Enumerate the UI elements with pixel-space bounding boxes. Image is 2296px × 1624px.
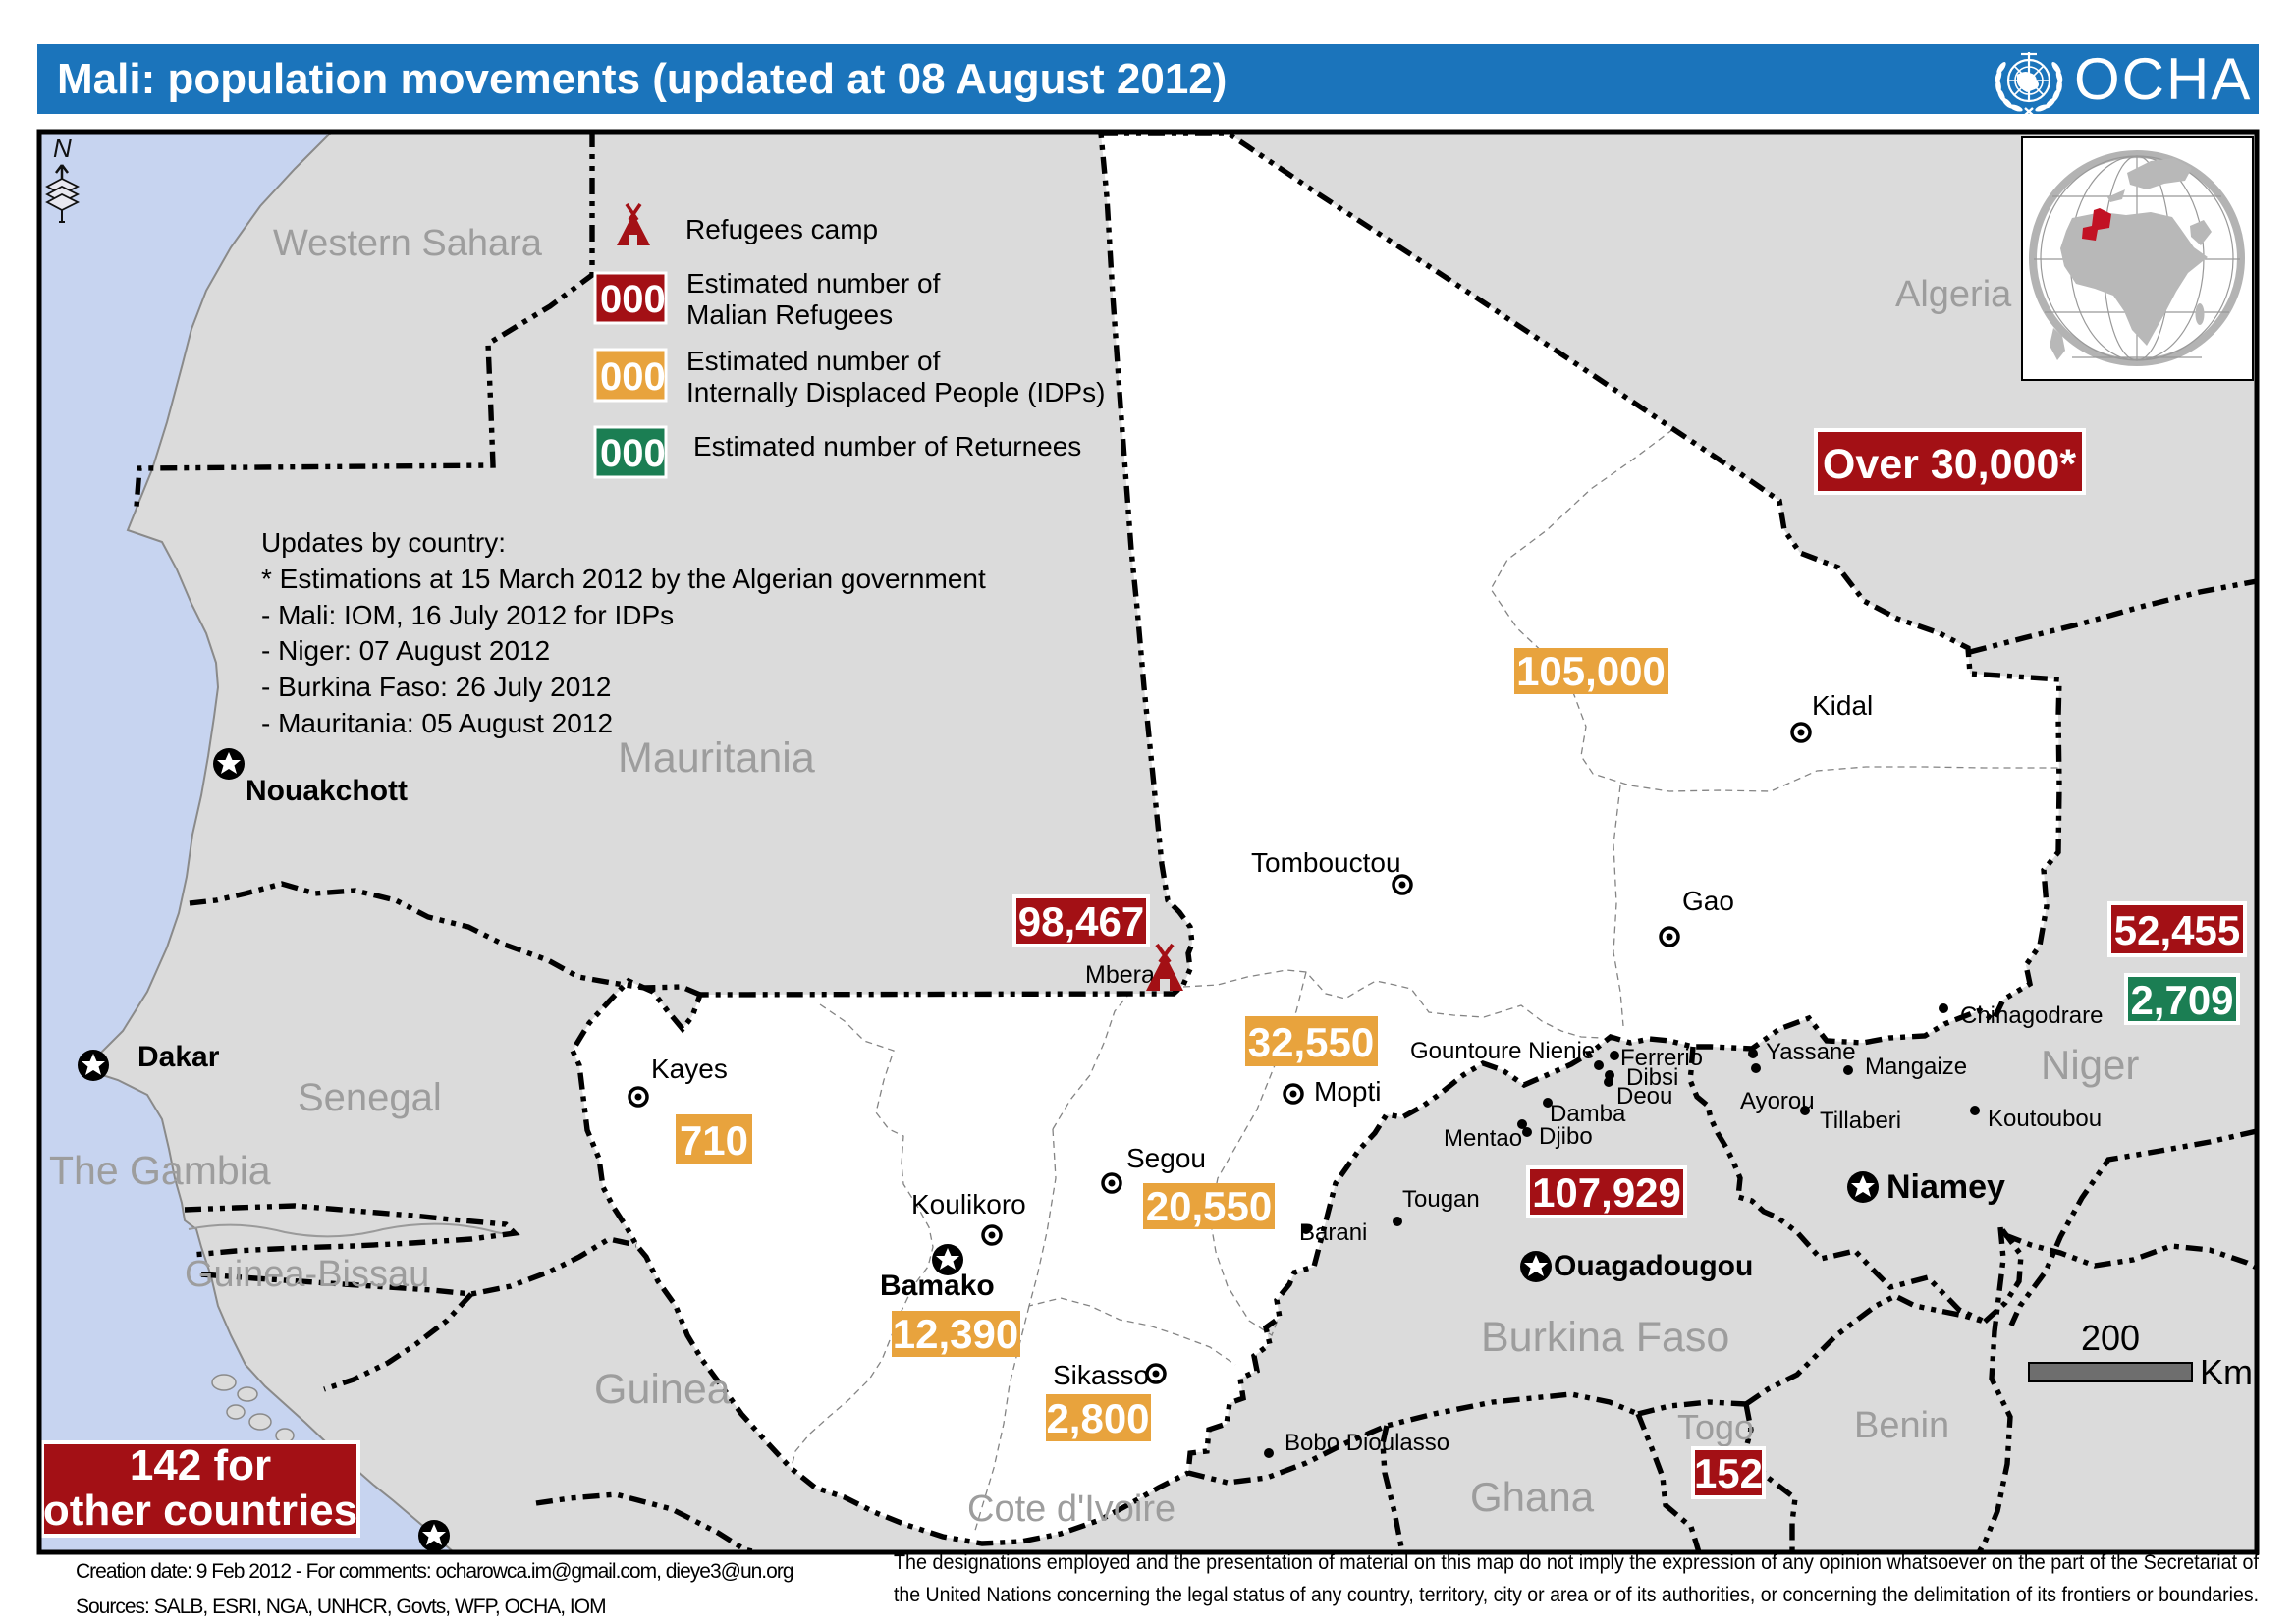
svg-text:Mbera: Mbera xyxy=(1085,961,1155,989)
svg-text:000: 000 xyxy=(600,355,666,399)
svg-text:Kayes: Kayes xyxy=(651,1054,728,1084)
svg-text:Gountoure Nienie: Gountoure Nienie xyxy=(1410,1038,1595,1064)
svg-text:the United Nations concerning: the United Nations concerning the legal … xyxy=(894,1584,2259,1606)
svg-text:Tillaberi: Tillaberi xyxy=(1820,1108,1901,1134)
svg-text:32,550: 32,550 xyxy=(1248,1019,1374,1065)
svg-text:2,709: 2,709 xyxy=(2130,977,2233,1023)
svg-text:Internally Displaced People (I: Internally Displaced People (IDPs) xyxy=(686,377,1105,407)
svg-text:2,800: 2,800 xyxy=(1046,1395,1149,1441)
svg-text:Mauritania: Mauritania xyxy=(618,734,815,782)
svg-text:* Estimations at 15 March 2012: * Estimations at 15 March 2012 by the Al… xyxy=(261,564,986,594)
svg-text:Ferrerio: Ferrerio xyxy=(1620,1045,1703,1071)
svg-text:Mangaize: Mangaize xyxy=(1865,1054,1967,1080)
svg-text:Sources: SALB, ESRI, NGA, UNHC: Sources: SALB, ESRI, NGA, UNHCR, Govts, … xyxy=(76,1596,606,1618)
svg-text:N: N xyxy=(53,134,72,163)
svg-text:000: 000 xyxy=(600,432,666,475)
svg-text:Koutoubou: Koutoubou xyxy=(1988,1106,2102,1132)
svg-text:Bamako: Bamako xyxy=(880,1270,995,1302)
svg-text:Guinea: Guinea xyxy=(594,1366,731,1413)
svg-text:Togo: Togo xyxy=(1677,1407,1754,1447)
svg-text:Over 30,000*: Over 30,000* xyxy=(1823,441,2076,488)
svg-text:Ayorou: Ayorou xyxy=(1740,1088,1815,1114)
svg-text:The designations employed and: The designations employed and the presen… xyxy=(894,1551,2259,1574)
svg-text:152: 152 xyxy=(1694,1450,1763,1496)
svg-text:- Mali: IOM, 16 July 2012 for: - Mali: IOM, 16 July 2012 for IDPs xyxy=(261,600,674,630)
svg-text:Chinagodrare: Chinagodrare xyxy=(1960,1002,2103,1029)
svg-text:20,550: 20,550 xyxy=(1146,1183,1272,1229)
svg-text:Estimated number of: Estimated number of xyxy=(686,268,941,298)
svg-text:Nouakchott: Nouakchott xyxy=(246,775,408,807)
svg-text:Cote d'Ivoire: Cote d'Ivoire xyxy=(967,1489,1175,1530)
svg-text:Ouagadougou: Ouagadougou xyxy=(1554,1250,1753,1282)
svg-text:Mali: population movements (up: Mali: population movements (updated at 0… xyxy=(57,55,1227,103)
svg-text:Niamey: Niamey xyxy=(1886,1168,2005,1206)
svg-text:Tombouctou: Tombouctou xyxy=(1251,847,1401,878)
svg-text:Tougan: Tougan xyxy=(1402,1186,1480,1213)
svg-text:000: 000 xyxy=(600,278,666,321)
svg-text:Algeria: Algeria xyxy=(1895,274,2012,315)
svg-text:Ghana: Ghana xyxy=(1470,1474,1595,1520)
svg-text:OCHA: OCHA xyxy=(2074,46,2252,112)
svg-text:Bobo Dioulasso: Bobo Dioulasso xyxy=(1285,1430,1449,1456)
svg-text:Burkina Faso: Burkina Faso xyxy=(1481,1314,1729,1361)
svg-text:Yassane: Yassane xyxy=(1766,1039,1856,1065)
svg-text:Djibo: Djibo xyxy=(1539,1123,1593,1150)
svg-text:Km: Km xyxy=(2200,1352,2253,1392)
svg-text:- Burkina Faso: 26 July 2012: - Burkina Faso: 26 July 2012 xyxy=(261,672,611,702)
svg-text:Western Sahara: Western Sahara xyxy=(273,223,543,264)
svg-text:200: 200 xyxy=(2081,1318,2140,1358)
svg-text:Estimated number of: Estimated number of xyxy=(686,346,941,376)
svg-text:other countries: other countries xyxy=(43,1487,357,1535)
svg-text:12,390: 12,390 xyxy=(893,1311,1018,1357)
svg-text:Updates by country:: Updates by country: xyxy=(261,527,506,558)
svg-text:Guinea-Bissau: Guinea-Bissau xyxy=(185,1254,429,1295)
svg-text:Estimated number of Returnees: Estimated number of Returnees xyxy=(693,431,1081,461)
svg-text:Dibsi: Dibsi xyxy=(1626,1064,1678,1091)
svg-text:142 for: 142 for xyxy=(130,1441,271,1489)
svg-text:710: 710 xyxy=(680,1117,748,1164)
svg-text:Segou: Segou xyxy=(1126,1143,1206,1173)
svg-text:Mentao: Mentao xyxy=(1444,1125,1522,1152)
svg-text:Malian Refugees: Malian Refugees xyxy=(686,299,893,330)
svg-text:Damba: Damba xyxy=(1550,1101,1626,1127)
svg-text:- Mauritania: 05 August 2012: - Mauritania: 05 August 2012 xyxy=(261,708,613,738)
svg-text:Creation date: 9 Feb 2012 -: Creation date: 9 Feb 2012 - For comments… xyxy=(76,1560,793,1583)
svg-text:105,000: 105,000 xyxy=(1516,648,1666,694)
svg-text:Dakar: Dakar xyxy=(137,1041,220,1073)
svg-text:98,467: 98,467 xyxy=(1018,898,1144,945)
svg-text:Benin: Benin xyxy=(1854,1405,1949,1446)
svg-text:Refugees camp: Refugees camp xyxy=(685,214,878,244)
svg-text:Kidal: Kidal xyxy=(1812,690,1873,721)
svg-text:Deou: Deou xyxy=(1616,1083,1672,1110)
svg-text:Niger: Niger xyxy=(2041,1042,2139,1088)
svg-text:Sikasso: Sikasso xyxy=(1053,1360,1149,1390)
svg-text:52,455: 52,455 xyxy=(2114,907,2240,953)
svg-text:Koulikoro: Koulikoro xyxy=(911,1189,1026,1219)
svg-text:- Niger: 07 August 2012: - Niger: 07 August 2012 xyxy=(261,635,550,666)
svg-text:The Gambia: The Gambia xyxy=(49,1148,271,1193)
svg-text:107,929: 107,929 xyxy=(1532,1169,1681,1216)
svg-text:Barani: Barani xyxy=(1299,1219,1367,1246)
svg-text:Senegal: Senegal xyxy=(298,1076,442,1119)
svg-text:Mopti: Mopti xyxy=(1314,1076,1381,1107)
svg-text:Gao: Gao xyxy=(1682,886,1734,916)
